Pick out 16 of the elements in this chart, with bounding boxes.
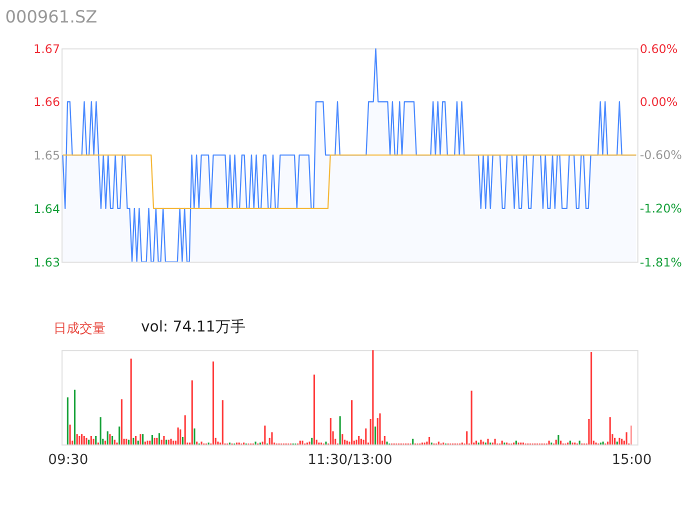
y2-tick-label: 0.60% [640, 42, 678, 56]
chart-title: 日成交量 [54, 320, 106, 336]
y2-tick-label: 0.00% [640, 94, 678, 109]
y-tick-label: 1.63 [34, 255, 60, 270]
y-tick-label: 1.65 [34, 148, 60, 163]
y2-tick-label: -1.20% [640, 201, 682, 216]
y2-tick-label: -1.81% [640, 255, 682, 270]
chart-title: 000961.SZ [5, 6, 98, 27]
y-tick-label: 1.66 [34, 95, 60, 110]
x-tick-label: 15:00 [612, 452, 652, 468]
y-tick-label: 1.67 [34, 42, 60, 56]
y2-tick-label: -0.60% [640, 148, 682, 162]
text: vol: 74.11万手 [140, 317, 246, 336]
x-tick-label: 11:30/13:00 [308, 452, 392, 468]
y-tick-label: 1.64 [34, 202, 60, 216]
x-tick-label: 09:30 [48, 452, 88, 468]
